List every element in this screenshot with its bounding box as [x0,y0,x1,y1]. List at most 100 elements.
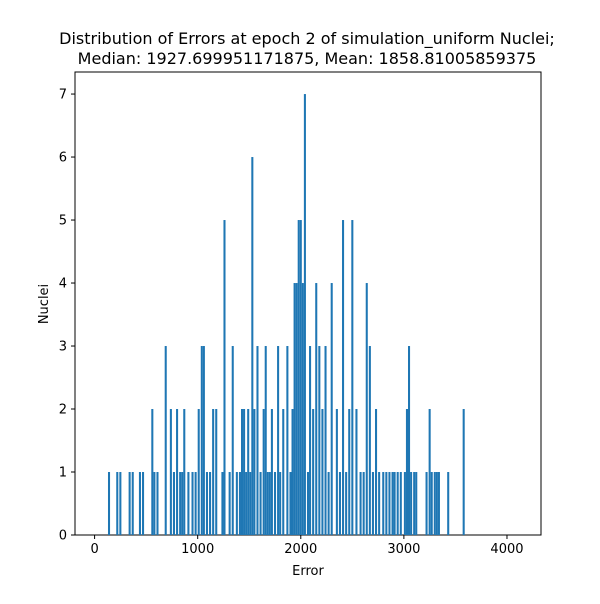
histogram-bar [403,472,406,535]
histogram-bar [410,472,413,535]
histogram-bar [179,472,182,535]
histogram-bar [194,472,197,535]
histogram-bar [153,472,156,535]
histogram-bar [251,157,254,536]
histogram-bar [415,472,418,535]
histogram-bar [430,472,433,535]
histogram-bar [293,283,296,535]
histogram-bar [151,409,154,535]
histogram-bar [156,472,159,535]
y-tick-label: 5 [59,214,67,229]
histogram-bar [413,472,416,535]
histogram-bar [231,346,234,535]
histogram-bar [301,283,304,535]
histogram-bar [312,409,315,535]
histogram-bar [223,220,226,535]
histogram-bar [221,472,224,535]
histogram-bar [321,409,324,535]
histogram-bar [382,472,385,535]
histogram-bar [295,283,298,535]
histogram-bar [212,409,215,535]
histogram-bar [197,409,200,535]
histogram-bar [282,409,285,535]
histogram-bar [355,409,358,535]
histogram-bar [243,409,246,535]
histogram-bar [371,472,374,535]
y-tick-label: 6 [59,151,67,166]
histogram-bar [299,220,302,535]
bars-group [107,94,465,536]
histogram-bar [262,409,265,535]
histogram-bar [351,220,354,535]
histogram-bar [365,283,368,535]
histogram-bar [128,472,131,535]
histogram-bar [266,472,269,535]
x-tick-label: 3000 [387,542,420,557]
y-tick-label: 1 [59,466,67,481]
histogram-bar [131,472,134,535]
histogram-bar [279,472,282,535]
histogram-bar [268,472,271,535]
histogram-bar [273,472,277,535]
histogram-bar [289,472,292,535]
histogram-bar [169,409,172,535]
histogram-bar [324,346,327,535]
y-tick-label: 7 [59,88,67,103]
x-tick-label: 2000 [284,542,317,557]
histogram-bar [235,472,238,535]
histogram-bar [378,472,381,535]
histogram-bar [191,472,194,535]
histogram-bar [335,409,338,535]
histogram-bar [270,409,273,535]
histogram-bar [138,472,141,535]
y-tick-label: 0 [59,529,67,544]
histogram-bar [405,409,408,535]
histogram-bar [164,346,167,535]
histogram-bar [202,346,205,535]
histogram-bar [183,409,186,535]
histogram-bar [291,409,294,535]
histogram-bar [181,472,184,535]
histogram-bar [385,472,388,535]
histogram-bar [249,472,252,535]
histogram-bar [375,409,378,535]
histogram-bar [259,472,262,535]
histogram-bar [327,472,330,535]
histogram-bar [142,472,145,535]
y-tick-label: 2 [59,403,67,418]
histogram-bar [437,472,440,535]
y-axis-ticks: 0 1 2 3 4 5 6 7 [59,88,75,544]
x-tick-label: 0 [90,542,98,557]
chart-title-line1: Distribution of Errors at epoch 2 of sim… [59,29,555,49]
histogram-bar [362,472,365,535]
histogram-bar [277,346,280,535]
histogram-bar [315,283,318,535]
histogram-bar [396,472,399,535]
histogram-bar [330,283,333,535]
histogram-bar [200,346,203,535]
y-tick-label: 4 [59,277,67,292]
histogram-bar [297,220,300,535]
y-axis-label: Nuclei [37,284,52,324]
histogram-bar [187,472,190,535]
histogram-bar [318,346,321,535]
x-axis-label: Error [292,564,324,579]
histogram-bar [215,409,218,535]
histogram-bar [253,409,256,535]
histogram-bar [209,472,212,535]
histogram-bar [240,409,244,535]
histogram-bar [388,472,391,535]
histogram-bar [348,409,351,535]
histogram-bar [247,409,250,535]
histogram-bar [435,472,438,535]
histogram-bar [303,94,306,536]
histogram-bar [264,346,267,535]
histogram-bar [176,409,179,535]
histogram-bar [391,472,394,535]
histogram-bar [462,409,465,535]
histogram-bar [368,346,371,535]
chart-title-line2: Median: 1927.699951171875, Mean: 1858.81… [78,49,537,68]
histogram-bar [238,472,241,535]
